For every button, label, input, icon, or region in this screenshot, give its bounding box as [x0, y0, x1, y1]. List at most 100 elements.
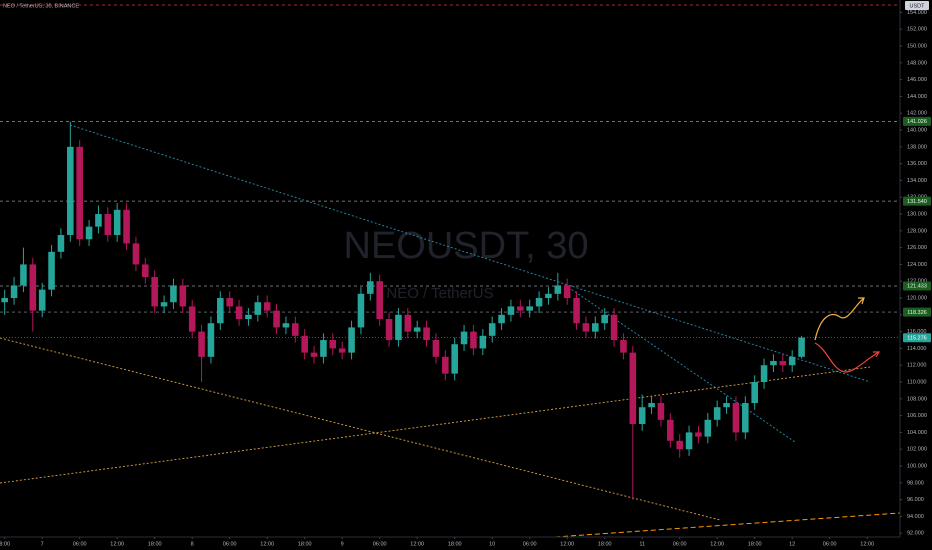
candle-body — [413, 327, 421, 332]
candle-body — [545, 293, 552, 299]
candle-body — [85, 226, 93, 240]
price-axis — [900, 0, 932, 550]
y-tick-label: 100.000 — [907, 463, 927, 469]
y-tick-label: 150.000 — [907, 43, 927, 49]
trend-line — [564, 284, 796, 443]
candle-body — [760, 365, 768, 383]
level-label: 118.326 — [907, 310, 926, 316]
candle-body — [770, 361, 777, 366]
y-tick-label: 116.000 — [907, 329, 926, 335]
x-tick-label: 18:00 — [448, 541, 462, 547]
y-tick-label: 112.000 — [907, 363, 926, 369]
candle-body — [273, 310, 280, 328]
candle-body — [592, 323, 599, 332]
x-tick-label: 12:00 — [260, 541, 274, 547]
y-tick-label: 142.000 — [907, 111, 927, 117]
x-tick-label: 12:00 — [860, 541, 874, 547]
candle-body — [179, 285, 187, 307]
candle-body — [385, 319, 393, 341]
candle-body — [38, 289, 46, 311]
y-tick-label: 104.000 — [907, 430, 927, 436]
y-tick-label: 154.000 — [907, 10, 927, 16]
candle-body — [507, 306, 515, 315]
candle-body — [329, 340, 337, 349]
candle-body — [123, 209, 130, 244]
candle-body — [217, 298, 224, 324]
candle-body — [151, 277, 158, 307]
candle-body — [1, 298, 8, 303]
candle-body — [460, 331, 468, 345]
unit-bg — [905, 1, 929, 10]
y-tick-label: 124.000 — [907, 262, 927, 268]
candle-body — [554, 285, 562, 294]
candle-body — [320, 340, 327, 357]
candle-body — [20, 264, 27, 286]
y-tick-label: 94.000 — [907, 514, 924, 520]
candle-body — [198, 331, 205, 357]
x-tick-label: 06:00 — [523, 541, 537, 547]
y-tick-label: 106.000 — [907, 413, 927, 419]
candle-body — [526, 306, 533, 311]
x-tick-label: 06:00 — [223, 541, 237, 547]
y-tick-label: 92.000 — [907, 531, 924, 537]
y-tick-label: 136.000 — [907, 161, 927, 167]
candle-body — [57, 235, 65, 252]
x-tick-label: 10 — [489, 541, 495, 547]
watermark: NEOUSDT, 30 — [344, 225, 589, 267]
candle-body — [245, 314, 252, 320]
arrow-head — [858, 297, 865, 305]
candle-body — [357, 293, 365, 328]
candle-body — [48, 251, 55, 290]
x-tick-label: 12:00 — [560, 541, 574, 547]
candle-body — [535, 298, 543, 307]
candle-body — [713, 407, 721, 420]
candle-body — [451, 344, 458, 374]
candle-body — [226, 298, 233, 307]
candle-body — [629, 352, 637, 425]
y-tick-label: 148.000 — [907, 60, 927, 66]
candle-body — [648, 403, 655, 408]
x-tick-label: 18:00 — [748, 541, 762, 547]
x-tick-label: 8 — [191, 541, 194, 547]
candle-body — [432, 340, 440, 357]
level-label-bg — [903, 307, 931, 317]
y-tick-label: 120.000 — [907, 295, 927, 301]
y-tick-label: 110.000 — [907, 379, 926, 385]
candle-body — [132, 243, 140, 265]
candle-body — [742, 403, 749, 433]
y-tick-label: 126.000 — [907, 245, 927, 251]
x-tick-label: 18:00 — [148, 541, 162, 547]
arrow-head — [873, 351, 881, 358]
candle-body — [695, 432, 702, 437]
candle-body — [142, 264, 149, 278]
x-tick-label: 12:00 — [710, 541, 724, 547]
level-label-bg — [903, 196, 931, 206]
x-tick-label: 11 — [639, 541, 645, 547]
candle-body — [29, 264, 37, 311]
candle-body — [10, 285, 18, 299]
candle-body — [207, 323, 215, 357]
candle-body — [517, 306, 524, 311]
candle-body — [788, 356, 796, 366]
x-tick-label: 8:00 — [0, 541, 10, 547]
candle-body — [348, 327, 355, 353]
candle-body — [704, 419, 712, 437]
x-tick-label: 18:00 — [298, 541, 312, 547]
level-label-bg — [903, 116, 931, 126]
y-tick-label: 144.000 — [907, 94, 927, 100]
candle-body — [751, 382, 758, 404]
y-tick-label: 108.000 — [907, 396, 927, 402]
trend-line — [69, 124, 871, 383]
candle-body — [395, 314, 402, 341]
last-price-label-bg — [903, 333, 931, 343]
candle-body — [685, 432, 693, 450]
x-tick-label: 06:00 — [823, 541, 837, 547]
candle-body — [188, 306, 196, 332]
candle-body — [104, 214, 112, 236]
y-tick-label: 152.000 — [907, 27, 927, 33]
y-tick-label: 146.000 — [907, 77, 927, 83]
level-label: 131.540 — [907, 199, 927, 205]
candle-body — [376, 281, 383, 320]
